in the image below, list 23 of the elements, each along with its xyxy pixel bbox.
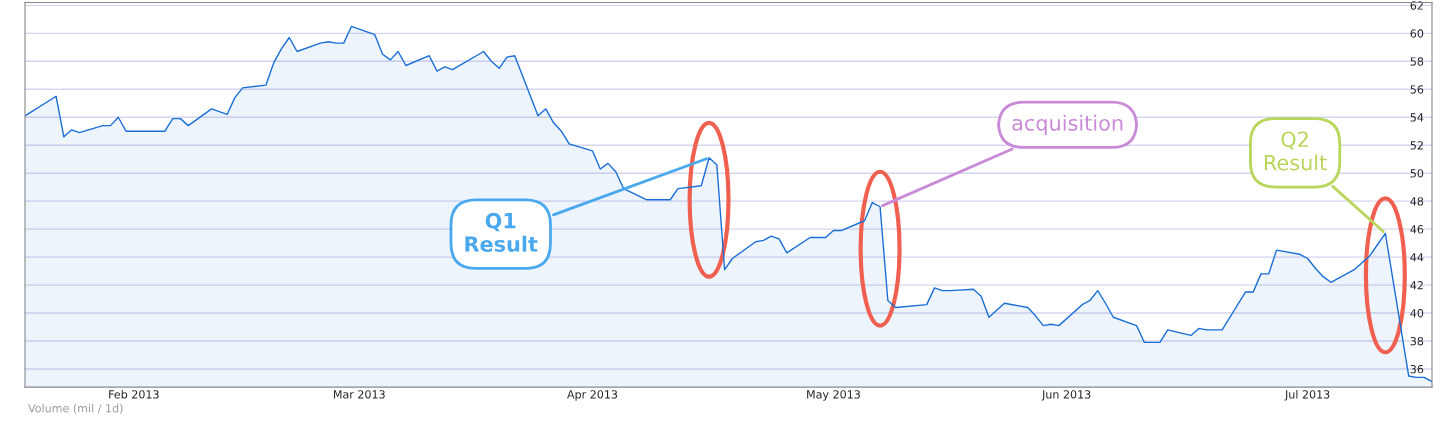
y-tick-label: 44 — [1410, 253, 1424, 262]
y-tick-label: 58 — [1410, 57, 1424, 66]
x-tick-label: Jul 2013 — [1284, 389, 1330, 401]
y-tick-label: 50 — [1410, 169, 1424, 178]
y-tick-label: 52 — [1410, 141, 1423, 150]
y-tick-label: 46 — [1410, 225, 1424, 234]
x-tick-label: Jun 2013 — [1041, 390, 1091, 401]
y-tick-label: 54 — [1410, 113, 1424, 122]
y-tick-label: 48 — [1410, 197, 1424, 206]
y-tick-label: 38 — [1410, 336, 1424, 346]
y-tick-label: 56 — [1410, 85, 1424, 94]
y-tick-label: 36 — [1410, 364, 1424, 374]
y-tick-label: 40 — [1410, 309, 1424, 318]
x-tick-label: Feb 2013 — [109, 389, 159, 399]
annotation: Q2 Result — [1264, 131, 1327, 171]
y-tick-label: 42 — [1410, 281, 1423, 290]
x-tick-label: Mar 2013 — [333, 390, 385, 399]
annotation: Q1 Result — [465, 212, 538, 252]
text: Volume (mil / 1d) — [28, 403, 123, 414]
y-tick-label: 60 — [1410, 29, 1424, 38]
x-tick-label: May 2013 — [807, 390, 860, 401]
annotation: acquisition — [1012, 114, 1123, 135]
x-tick-label: Apr 2013 — [567, 390, 618, 401]
